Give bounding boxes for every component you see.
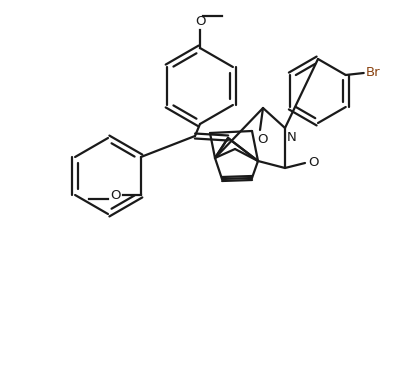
Text: O: O xyxy=(308,156,318,169)
Text: N: N xyxy=(287,131,297,144)
Text: O: O xyxy=(110,188,121,201)
Text: O: O xyxy=(258,133,268,146)
Text: Br: Br xyxy=(366,66,380,80)
Text: O: O xyxy=(195,15,205,28)
